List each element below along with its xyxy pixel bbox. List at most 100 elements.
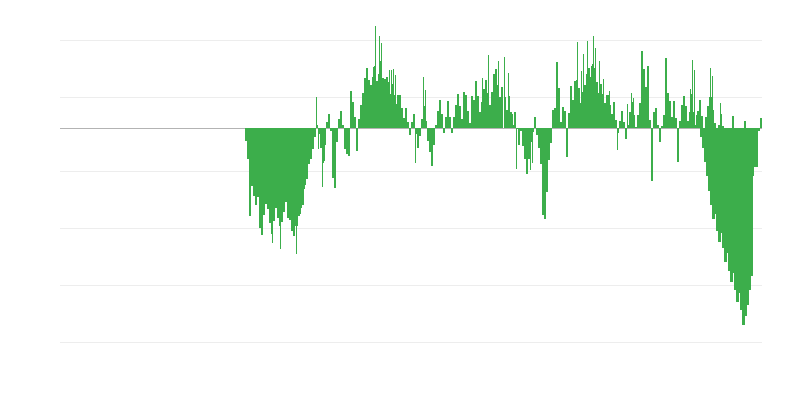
bar [713, 123, 716, 128]
bar [701, 116, 704, 128]
bar [717, 125, 720, 128]
bar-spike [602, 79, 605, 100]
bar-spike [511, 113, 514, 126]
bar [450, 128, 453, 133]
bar [549, 128, 552, 143]
bar [404, 108, 407, 128]
bar-spike [279, 224, 282, 250]
bar [541, 128, 544, 177]
bar [406, 122, 409, 128]
bar [446, 101, 449, 128]
bar [374, 65, 377, 128]
bar-spike [318, 133, 320, 150]
bar [673, 100, 676, 128]
bar [592, 64, 595, 128]
bar-spike [392, 68, 395, 90]
bar [436, 110, 439, 128]
bar [726, 128, 729, 254]
bar [457, 93, 460, 128]
bar [366, 88, 369, 128]
bar [261, 128, 264, 214]
bar [317, 128, 320, 134]
bar [245, 128, 248, 141]
bar [465, 94, 468, 128]
bar [566, 128, 569, 144]
bar-spike [566, 143, 568, 158]
bar [628, 111, 631, 128]
bar-spike [693, 70, 696, 112]
bar [586, 73, 589, 128]
bar [675, 118, 678, 128]
bar [341, 125, 344, 128]
bar [287, 128, 290, 218]
bar [687, 120, 690, 128]
bar [273, 128, 276, 221]
bar [707, 105, 710, 128]
bar-spike [556, 61, 558, 100]
bar [744, 128, 747, 317]
bar [426, 128, 429, 142]
bar [400, 108, 403, 128]
bar-spike [394, 74, 397, 99]
bar-spike [303, 178, 306, 189]
bar [398, 95, 401, 128]
bar [691, 94, 694, 128]
bar [293, 128, 296, 237]
bar [706, 128, 709, 177]
bar [610, 113, 613, 128]
bar-spike [356, 132, 358, 151]
bar [719, 113, 722, 128]
bar [695, 125, 698, 128]
bar [537, 128, 540, 148]
bar [485, 79, 488, 128]
bar [247, 128, 250, 160]
bar [753, 128, 756, 168]
bar-spike [598, 61, 601, 95]
bar [732, 128, 735, 274]
bar [531, 128, 534, 133]
bar [513, 112, 516, 128]
bar [265, 128, 268, 205]
bar-spike [532, 132, 534, 163]
bar [699, 99, 702, 128]
bar-spike [580, 70, 582, 104]
gridline [60, 285, 762, 286]
bar-spike [378, 35, 380, 81]
bar [416, 128, 419, 149]
bar-spike [647, 65, 649, 109]
bar [281, 128, 284, 223]
bar [444, 116, 447, 128]
bar [588, 68, 591, 128]
bar [596, 82, 599, 128]
bar-spike [608, 91, 611, 107]
bar [683, 95, 686, 128]
bar [253, 128, 256, 197]
bar [434, 125, 437, 128]
bar [408, 128, 411, 136]
bar [665, 100, 668, 128]
bar [390, 93, 393, 128]
bar [477, 95, 480, 128]
bar-spike [324, 144, 326, 162]
bar [743, 121, 746, 128]
bar [614, 120, 617, 128]
bar [368, 79, 371, 128]
bar [442, 128, 445, 133]
bar [590, 76, 593, 128]
bar [422, 106, 425, 128]
bar [562, 106, 565, 128]
bar [709, 96, 712, 128]
bar-spike [372, 67, 374, 84]
bar [396, 103, 399, 128]
bar [319, 128, 322, 149]
bar [598, 92, 601, 128]
bar [711, 109, 714, 128]
bar-spike [756, 149, 758, 167]
bar [594, 67, 597, 128]
bar [418, 128, 421, 137]
bar [724, 128, 727, 262]
bar [509, 111, 512, 128]
bar [521, 128, 524, 147]
bar-spike [396, 94, 399, 104]
bar [283, 128, 286, 212]
